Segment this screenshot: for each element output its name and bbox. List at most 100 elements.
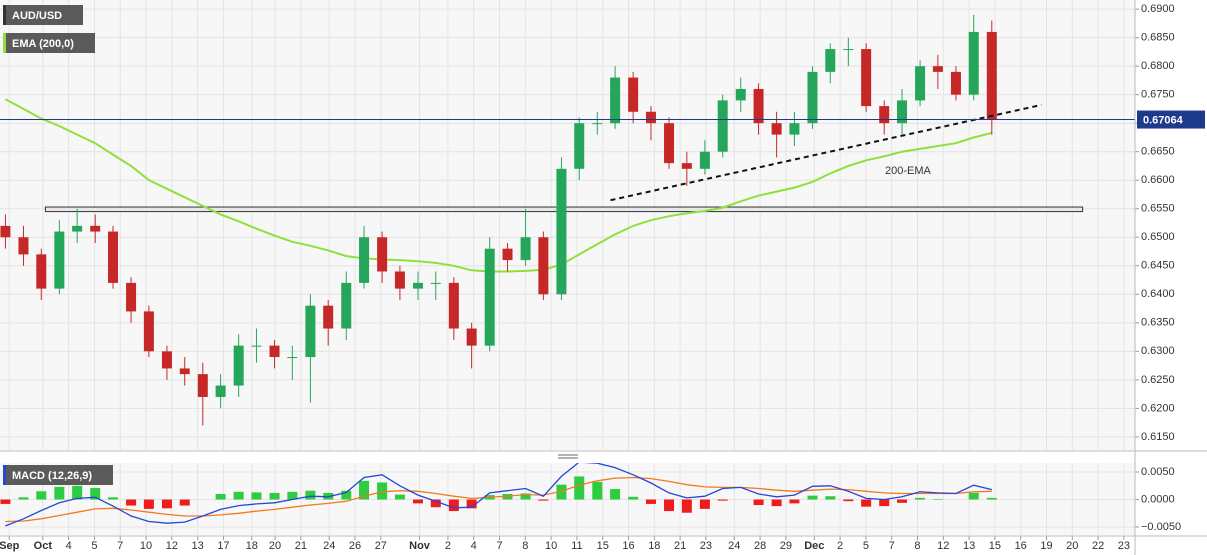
y-tick-label: 0.6500 (1141, 231, 1175, 243)
histogram-bar (18, 497, 29, 500)
candle-body (932, 66, 943, 72)
histogram-bar (861, 499, 872, 507)
candle-body (628, 77, 639, 112)
legend-label: EMA (200,0) (12, 38, 74, 50)
candle-body (753, 88, 764, 124)
histogram-bar (143, 499, 154, 509)
histogram-bar (341, 490, 352, 500)
candle-body (108, 231, 119, 283)
candle-body (359, 237, 370, 283)
candle-body (556, 168, 567, 295)
candle-body (287, 357, 298, 359)
candle-body (879, 106, 890, 124)
histogram-bar (269, 492, 280, 500)
histogram-bar (879, 499, 890, 507)
legend: AUD/USD EMA (200,0) MACD (12,26,9) (3, 5, 113, 485)
x-tick-label: 23 (700, 540, 712, 552)
histogram-bar (717, 499, 728, 501)
x-tick-label: Sep (0, 540, 20, 552)
x-tick-label: Oct (34, 540, 53, 552)
histogram-bar (466, 499, 477, 509)
x-tick-label: 28 (754, 540, 766, 552)
candle-body (341, 282, 352, 329)
candle-body (520, 237, 531, 261)
x-tick-label: 24 (323, 540, 335, 552)
candle-body (986, 31, 997, 120)
histogram-bar (645, 499, 656, 504)
histogram-bar (126, 499, 137, 506)
macd-plot-area (0, 463, 1135, 535)
candle-body (377, 237, 388, 272)
x-tick-label: 18 (246, 540, 258, 552)
candle-body (161, 351, 172, 369)
histogram-bar (592, 481, 603, 500)
x-tick-label: 15 (989, 540, 1001, 552)
histogram-bar (610, 489, 621, 500)
histogram-bar (179, 499, 190, 506)
y-tick-label: 0.6750 (1141, 89, 1175, 101)
candle-body (251, 345, 262, 347)
legend-swatch (3, 33, 6, 53)
histogram-bar (215, 494, 226, 500)
histogram-bar (628, 496, 639, 500)
histogram-bar (0, 499, 11, 504)
main-grid (0, 0, 1135, 450)
y-tick-label: 0.6400 (1141, 288, 1175, 300)
candle-body (843, 49, 854, 51)
candle-body (771, 123, 782, 135)
histogram-bar (72, 485, 83, 500)
candle-body (717, 100, 728, 152)
histogram-bar (556, 484, 567, 500)
y-tick-label: 0.6150 (1141, 431, 1175, 443)
x-tick-label: 2 (837, 540, 843, 552)
x-tick-label: 5 (91, 540, 97, 552)
histogram-bar (430, 499, 441, 508)
candle-body (215, 385, 226, 397)
y-tick-label: 0.6300 (1141, 345, 1175, 357)
histogram-bar (681, 499, 692, 513)
x-tick-label: 8 (522, 540, 528, 552)
x-tick-label: 16 (622, 540, 634, 552)
candle-body (484, 248, 495, 346)
y-tick-label: 0.0050 (1141, 466, 1175, 478)
histogram-bar (915, 497, 926, 500)
y-tick-label: 0.0000 (1141, 493, 1175, 505)
histogram-bar (448, 499, 459, 512)
candle-body (574, 123, 585, 169)
histogram-bar (359, 480, 370, 500)
macd-title: MACD (12,26,9) (12, 470, 92, 482)
x-tick-label: 7 (117, 540, 123, 552)
histogram-bar (538, 499, 549, 501)
legend-swatch (3, 465, 6, 485)
candle-body (0, 225, 11, 238)
x-tick-label: 20 (269, 540, 281, 552)
histogram-bar (789, 499, 800, 504)
x-tick-label: 21 (674, 540, 686, 552)
histogram-bar (664, 499, 675, 512)
candle-body (233, 345, 244, 386)
legend-swatch (3, 5, 6, 25)
candle-body (645, 111, 656, 124)
y-tick-label: 0.6850 (1141, 32, 1175, 44)
x-tick-label: 27 (375, 540, 387, 552)
x-tick-label: 20 (1066, 540, 1078, 552)
histogram-bar (161, 499, 172, 509)
x-tick-label: 12 (166, 540, 178, 552)
panel-resize-handle[interactable] (558, 454, 578, 459)
trendline (610, 103, 1042, 202)
y-tick-label: 0.6900 (1141, 3, 1175, 15)
histogram-bar (108, 497, 119, 500)
x-tick-label: 21 (295, 540, 307, 552)
y-tick-label: 0.6550 (1141, 203, 1175, 215)
candle-body (825, 49, 836, 72)
candle-body (950, 71, 961, 95)
axes: Sep Oct 4 5 7 10 12 13 17 18 20 21 24 26 27 Nov 2 4 7 8 10 11… (0, 3, 1205, 552)
candle-body (126, 282, 137, 312)
candle-body (90, 225, 101, 232)
candle-body (412, 282, 423, 289)
legend-box (3, 465, 113, 485)
candle-body (968, 31, 979, 95)
x-tick-label: 19 (1040, 540, 1052, 552)
x-tick-label: 5 (863, 540, 869, 552)
